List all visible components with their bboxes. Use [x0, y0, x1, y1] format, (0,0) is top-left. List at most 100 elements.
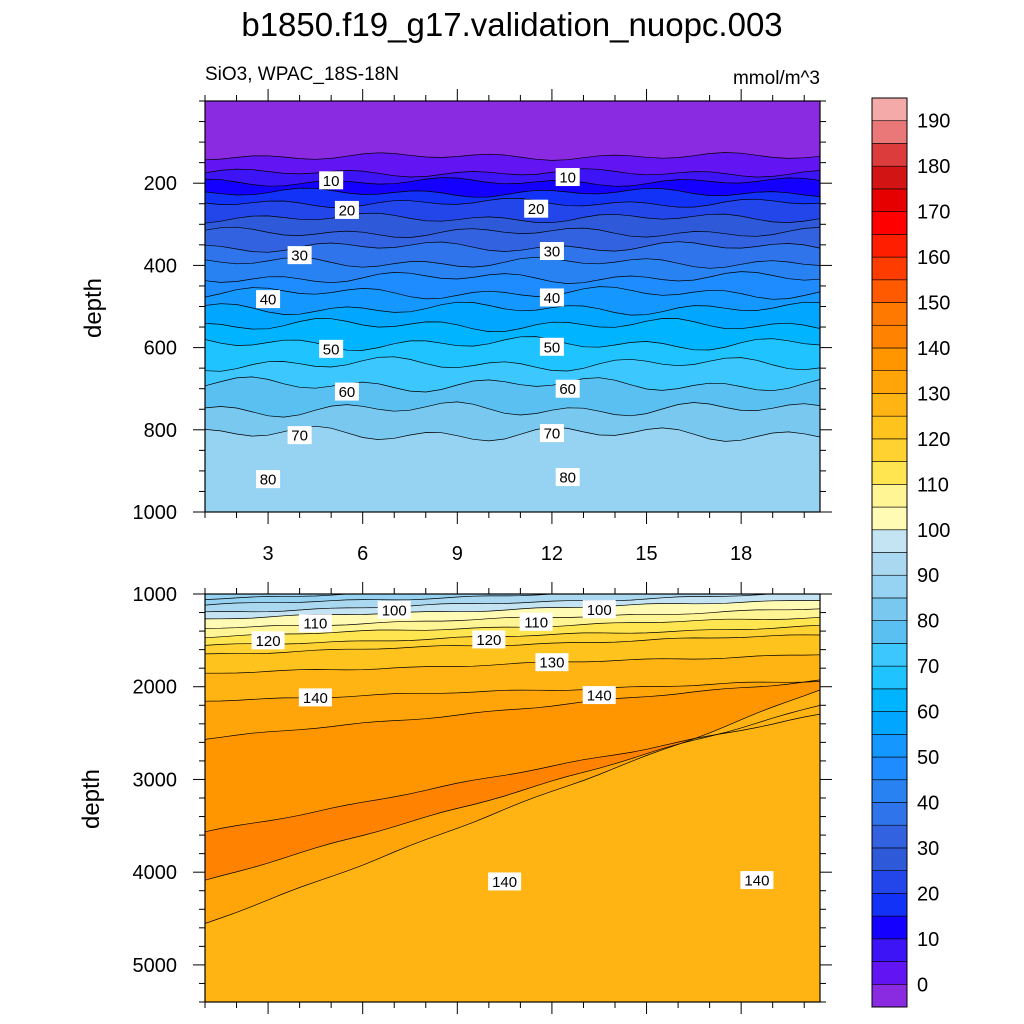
- contour-label-text: 110: [524, 614, 548, 631]
- contour-label-box: [256, 470, 281, 489]
- colorbar-swatch: [871, 620, 908, 644]
- contour-label-box: [287, 426, 312, 445]
- colorbar-swatch: [871, 915, 908, 940]
- contour-label-box: [298, 614, 332, 633]
- contour-label-box: [535, 653, 569, 672]
- contour-label-text: 100: [587, 602, 612, 619]
- contour-label: 140: [298, 688, 332, 707]
- contour-line: [205, 594, 776, 613]
- contour-label-text: 80: [559, 470, 576, 487]
- contour-label-text: 40: [260, 292, 277, 309]
- colorbar-label: 140: [917, 338, 950, 360]
- contour-label-text: 130: [539, 655, 564, 672]
- x-tick-label: 12: [541, 543, 563, 565]
- y-tick-label: 3000: [133, 769, 178, 791]
- contour-label-text: 140: [744, 873, 769, 890]
- contour-line: [205, 679, 820, 740]
- contour-label-box: [524, 199, 549, 218]
- panel-upper: 10 10 20 20 30 30 40 40 50 50 60 60 70 70 80 80 200 400 60…: [133, 89, 832, 565]
- contour-line: [205, 689, 820, 924]
- colorbar-label: 130: [917, 383, 950, 405]
- contour-label: 40: [539, 288, 564, 307]
- y-tick-label: 600: [144, 338, 177, 360]
- chart-subtitle: SiO3, WPAC_18S-18N: [205, 64, 399, 85]
- colorbar-label: 170: [917, 202, 950, 224]
- contour-label-text: 110: [303, 616, 327, 633]
- contour-label-box: [582, 600, 616, 619]
- contour-label-box: [539, 337, 564, 356]
- x-tick-label: 9: [452, 543, 463, 565]
- contour-label: 100: [582, 600, 616, 619]
- contour-label: 120: [472, 630, 506, 649]
- colorbar-swatch: [871, 824, 908, 849]
- colorbar-label: 80: [917, 611, 939, 633]
- colorbar-swatch: [871, 393, 908, 417]
- contour-label-text: 10: [323, 173, 340, 190]
- contour-label-text: 40: [544, 290, 561, 307]
- panel-lower: 100 100 110 110 120 120 130 140 140 140 140 1000 200…: [133, 582, 832, 1014]
- contour-label-text: 50: [323, 341, 340, 358]
- contour-line: [205, 376, 820, 393]
- contour-label-text: 140: [587, 688, 612, 705]
- panel-lower-bands: [205, 594, 820, 1002]
- contour-line: [205, 634, 820, 655]
- contour-line: [205, 187, 820, 198]
- contour-label-text: 50: [544, 339, 561, 356]
- colorbar-swatch: [871, 938, 908, 962]
- colorbar-swatch: [871, 484, 908, 508]
- contour-label: 100: [377, 600, 411, 619]
- colorbar-swatch: [871, 165, 908, 190]
- colorbar-swatch: [871, 779, 908, 803]
- contour-label-box: [582, 686, 616, 705]
- contour-label-text: 30: [544, 244, 561, 261]
- contour-line: [205, 624, 820, 646]
- colorbar-swatch: [871, 120, 908, 144]
- units-label: mmol/m^3: [732, 68, 820, 89]
- colorbar-swatch: [871, 756, 908, 781]
- contour-label-box: [539, 424, 564, 443]
- colorbar-label: 110: [917, 474, 949, 496]
- y-tick-label: 400: [144, 255, 177, 277]
- contour-label: 80: [555, 468, 580, 487]
- colorbar-label: 20: [917, 883, 939, 905]
- colorbar-label: 40: [917, 792, 939, 814]
- colorbar-swatch: [871, 143, 908, 167]
- contour-label: 60: [555, 379, 580, 398]
- y-tick-label: 800: [144, 420, 177, 442]
- colorbar-swatch: [871, 188, 908, 212]
- colorbar-swatch: [871, 234, 908, 258]
- colorbar-swatch: [871, 870, 908, 894]
- contour-line: [205, 286, 820, 300]
- colorbar-swatch: [871, 347, 908, 372]
- colorbar-label: 50: [917, 747, 939, 769]
- colorbar-swatch: [871, 552, 908, 576]
- contour-line: [205, 271, 820, 284]
- contour-line: [205, 177, 820, 187]
- contour-label: 10: [319, 171, 344, 190]
- contour-label-box: [539, 242, 564, 261]
- contour-label-box: [519, 612, 553, 631]
- contour-line: [205, 318, 820, 332]
- contour-label-text: 30: [291, 248, 308, 265]
- contour-label: 20: [334, 200, 359, 219]
- contour-line: [205, 616, 820, 639]
- contour-label-text: 60: [339, 384, 356, 401]
- contour-label-text: 120: [476, 632, 501, 649]
- colorbar-swatch: [871, 211, 908, 235]
- colorbar-swatch: [871, 529, 908, 553]
- colorbar-swatch: [871, 893, 908, 917]
- x-tick-label: 18: [730, 543, 752, 565]
- x-tick-label: 3: [263, 543, 274, 565]
- colorbar-swatch: [871, 847, 908, 871]
- colorbar-swatch: [871, 802, 908, 826]
- colorbar-swatch: [871, 983, 908, 1008]
- contour-label-text: 70: [544, 426, 561, 443]
- contour-label: 110: [298, 614, 332, 633]
- contour-label-box: [555, 468, 580, 487]
- y-tick-label: 5000: [133, 955, 178, 977]
- contour-label: 120: [251, 631, 285, 650]
- chart-title: b1850.f19_g17.validation_nuopc.003: [241, 6, 783, 43]
- contour-label: 30: [539, 242, 564, 261]
- colorbar-swatch: [871, 961, 908, 985]
